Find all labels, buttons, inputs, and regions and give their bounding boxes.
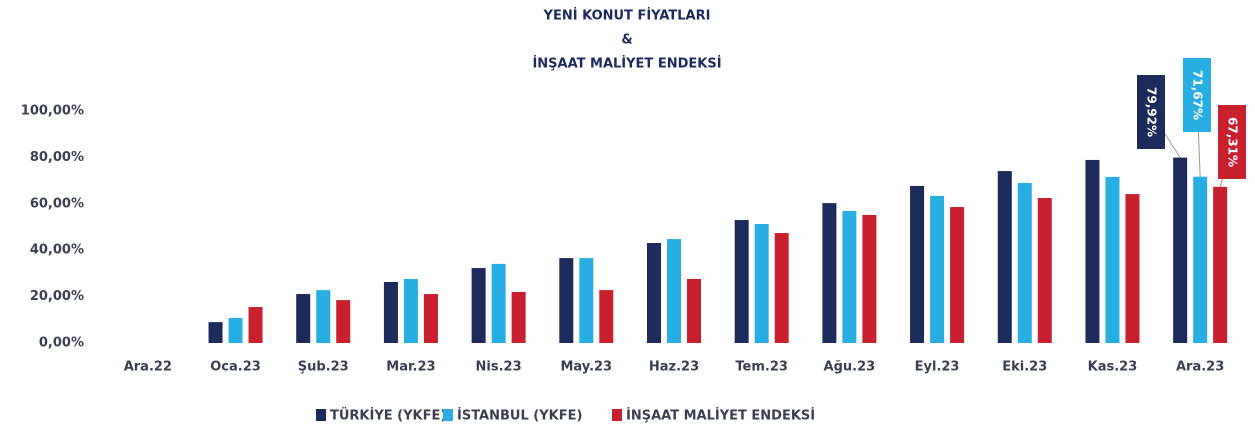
bar: [1125, 194, 1140, 343]
bar: [687, 278, 701, 343]
bar: [403, 278, 418, 343]
bar: [1105, 176, 1120, 343]
x-tick-label: Nis.23: [476, 360, 522, 375]
bar: [734, 220, 749, 343]
x-tick-label: Eki.23: [1002, 360, 1047, 375]
x-tick-label: May.23: [560, 360, 612, 375]
x-tick-label: Şub.23: [298, 360, 349, 375]
bar: [1213, 186, 1228, 343]
bar: [667, 239, 681, 343]
bar: [950, 207, 965, 343]
bar: [336, 300, 351, 343]
bar: [1037, 198, 1052, 343]
x-tick-label: Haz.23: [649, 360, 699, 375]
x-tick-label: Oca.23: [210, 360, 261, 375]
x-tick-label: Ara.22: [124, 360, 172, 375]
bar: [754, 223, 769, 343]
legend-swatch: [612, 409, 622, 421]
bar: [228, 317, 243, 343]
bar: [842, 210, 857, 343]
y-tick-label: 60,00%: [30, 196, 84, 211]
bar: [599, 290, 614, 343]
bar: [647, 243, 661, 343]
x-tick-label: Eyl.23: [915, 360, 960, 375]
y-tick-label: 80,00%: [30, 150, 84, 165]
y-tick-label: 40,00%: [30, 243, 84, 258]
y-tick-label: 20,00%: [30, 289, 84, 304]
value-label-box: [1218, 105, 1246, 179]
value-label: 71,67%: [1191, 70, 1205, 120]
x-tick-label: Ağu.23: [824, 360, 876, 375]
chart-title: &: [621, 33, 632, 48]
bar: [1193, 176, 1208, 343]
legend-swatch: [443, 409, 453, 421]
bar: [423, 294, 438, 343]
bar: [383, 281, 398, 343]
value-label-box: [1183, 58, 1211, 132]
bar: [208, 322, 223, 343]
x-tick-label: Mar.23: [386, 360, 435, 375]
y-tick-label: 0,00%: [39, 336, 84, 351]
bar: [316, 290, 331, 343]
bar: [1085, 159, 1100, 343]
chart-title: YENİ KONUT FİYATLARI: [543, 8, 711, 24]
legend-swatch: [316, 409, 326, 421]
value-label-box: [1137, 75, 1165, 149]
bar: [248, 307, 263, 343]
y-tick-label: 100,00%: [21, 104, 84, 119]
value-label: 67,31%: [1226, 117, 1240, 167]
bar: [997, 171, 1012, 343]
legend-label: İNŞAAT MALİYET ENDEKSİ: [626, 408, 815, 424]
legend-label: TÜRKİYE (YKFE): [330, 408, 446, 424]
bar: [1173, 157, 1188, 343]
legend-label: İSTANBUL (YKFE): [457, 408, 582, 424]
value-label: 79,92%: [1145, 87, 1159, 137]
bar: [559, 258, 574, 343]
bar: [822, 203, 837, 343]
chart-title: İNŞAAT MALİYET ENDEKSİ: [532, 56, 721, 72]
bar: [930, 195, 945, 343]
x-tick-label: Tem.23: [735, 360, 788, 375]
bar: [579, 258, 594, 343]
x-tick-label: Kas.23: [1088, 360, 1138, 375]
x-tick-label: Ara.23: [1176, 360, 1224, 375]
bar: [774, 233, 789, 343]
bar: [491, 263, 506, 343]
bar: [862, 214, 877, 343]
bar: [1017, 182, 1032, 343]
bar: [471, 268, 486, 343]
bar: [511, 291, 526, 343]
bar: [910, 185, 925, 343]
bar: [296, 294, 311, 343]
